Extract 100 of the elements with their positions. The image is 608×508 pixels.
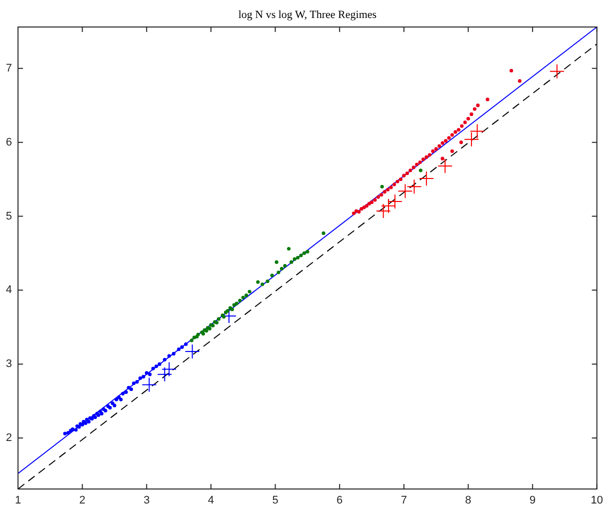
point [270,274,274,278]
point [470,112,474,116]
point [121,392,125,396]
point [438,144,442,148]
point [260,282,264,286]
point [132,381,136,386]
point [550,64,565,79]
point [402,174,406,178]
point [167,354,171,358]
point [389,186,393,190]
point [248,290,252,294]
point [280,266,284,271]
point [296,256,300,260]
point [421,158,426,162]
point [510,68,514,72]
point [184,344,200,360]
x-tick-label: 1 [14,494,22,507]
point [114,398,118,402]
point [376,195,380,199]
x-tick-label: 3 [144,494,150,507]
point [418,168,422,172]
point [196,332,200,336]
point [380,193,384,197]
point [190,338,194,342]
point [364,204,368,208]
point [124,390,128,394]
point [158,362,162,366]
x-tick-label: 8 [465,494,472,507]
point [392,182,396,186]
point [154,364,158,368]
point [387,194,402,209]
y-tick-label: 4 [6,284,12,296]
point [460,124,464,128]
x-tick-label: 5 [272,494,278,507]
point [180,345,184,349]
point [472,107,476,111]
point [306,250,310,254]
point [380,184,384,188]
point [362,206,366,210]
point [463,120,467,124]
point [290,260,294,264]
point [86,420,91,424]
point [454,130,458,134]
point [151,366,155,370]
point [450,133,454,137]
point [464,132,479,147]
point [444,139,448,143]
point [144,371,148,375]
x-tick-label: 7 [400,494,407,507]
point [266,279,270,284]
point [216,317,220,321]
point [142,377,157,392]
y-tick-label: 3 [6,358,12,370]
point [398,184,413,199]
point [302,251,306,255]
point [177,347,181,352]
point [112,404,116,408]
point [63,432,67,436]
point [292,257,296,261]
x-tick-label: 10 [590,494,604,507]
point [299,254,303,258]
point [456,128,460,132]
point [373,198,377,202]
point [157,366,172,382]
point [283,264,287,268]
y-tick-label: 7 [6,62,12,74]
point [162,362,177,377]
point [382,190,386,194]
point [138,376,142,380]
point [74,428,78,432]
point [424,155,428,159]
y-tick-label: 6 [6,136,12,148]
x-tick-label: 6 [336,494,343,507]
point [129,387,134,392]
y-tick-label: 2 [6,432,12,444]
point [322,231,326,236]
point [135,380,139,384]
point [142,374,146,378]
point [370,200,374,204]
point [434,147,438,151]
point [360,207,364,211]
point [396,180,400,184]
x-tick-label: 2 [79,494,86,507]
point [232,303,236,307]
point [238,298,242,302]
point [274,260,278,264]
point [470,124,485,139]
point [398,177,403,182]
chart-title: log N vs log W, Three Regimes [238,8,377,21]
point [148,372,152,376]
x-tick-label: 9 [530,494,536,507]
point [119,398,123,402]
point [276,270,280,274]
point [447,136,451,140]
point [414,162,419,166]
point [418,171,434,186]
point [256,280,260,284]
point [172,352,176,356]
point [486,98,490,102]
point [450,149,454,153]
